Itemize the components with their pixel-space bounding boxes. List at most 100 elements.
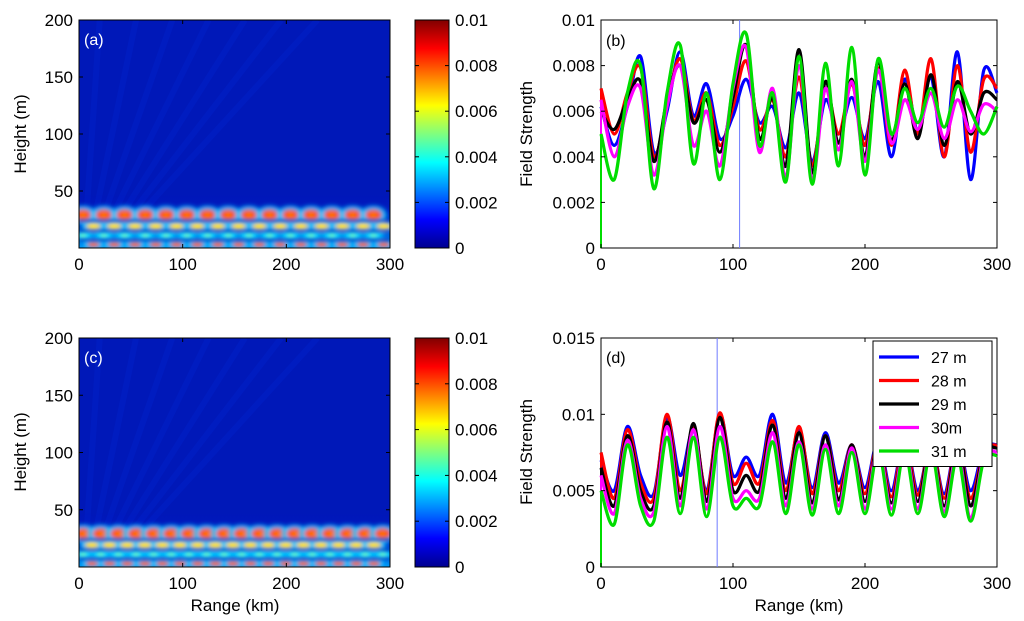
colorbar-tick-label: 0.006 xyxy=(455,102,498,121)
hotspot-core xyxy=(106,562,113,565)
hotspot-core xyxy=(290,531,299,537)
hotspot-core xyxy=(100,233,107,237)
heatmap-field xyxy=(79,338,390,567)
x-tick-label: 200 xyxy=(851,255,879,274)
axes: 0 100 200 300 50 100 150 200 xyxy=(45,329,405,593)
hotspot-core xyxy=(162,212,171,218)
hotspot-core xyxy=(238,552,245,556)
x-axis-label: Range (km) xyxy=(191,596,280,615)
null-band xyxy=(79,538,390,541)
hotspot-core xyxy=(121,233,128,237)
panel-d: 0 100 200 300 0 0.005 0.01 0.015 (d) Field Stre… xyxy=(517,329,1011,615)
hotspot-core xyxy=(212,562,219,565)
hotspot-core xyxy=(256,552,263,556)
hotspot-core xyxy=(308,531,317,537)
hotspot-core xyxy=(142,233,149,237)
hotspot-core xyxy=(237,531,246,537)
hotspot-core xyxy=(163,233,170,237)
hotspot-core xyxy=(194,562,201,565)
hotspot-core xyxy=(370,233,377,237)
line-series-group xyxy=(599,20,999,248)
colorbar-tick-label: 0.002 xyxy=(455,512,498,531)
y-tick-label: 50 xyxy=(54,501,73,520)
hotspot-core xyxy=(182,212,191,218)
colorbar-tick-label: 0.01 xyxy=(455,329,488,348)
hotspot-core xyxy=(286,212,295,218)
hotspot-core xyxy=(353,562,360,565)
y-axis-label: Field Strength xyxy=(517,399,536,505)
y-tick-label: 0.002 xyxy=(552,193,595,212)
x-tick-label: 100 xyxy=(168,255,196,274)
hotspot-core xyxy=(193,224,201,229)
hotspot-core xyxy=(149,531,158,537)
hotspot-core xyxy=(359,224,367,229)
hotspot-group xyxy=(79,205,390,248)
hotspot-core xyxy=(224,212,233,218)
panel-label: (b) xyxy=(606,33,626,50)
x-tick-label: 100 xyxy=(719,574,747,593)
hotspot-core xyxy=(287,233,294,237)
y-axis-label: Height (m) xyxy=(11,412,30,491)
hotspot-core xyxy=(88,562,95,565)
colorbar-tick-label: 0.01 xyxy=(455,11,488,30)
colorbar-tick-label: 0.006 xyxy=(455,421,498,440)
hotspot-core xyxy=(282,543,290,547)
hotspot-core xyxy=(204,233,211,237)
hotspot-core xyxy=(79,212,88,218)
hotspot-core xyxy=(380,243,387,246)
panel-label: (c) xyxy=(84,350,103,367)
legend: 27 m 28 m 29 m 30m 31 m xyxy=(872,340,993,467)
hotspot-core xyxy=(291,552,298,556)
hotspot-core xyxy=(96,531,105,537)
hotspot-core xyxy=(318,243,325,246)
legend-label: 31 m xyxy=(931,444,967,461)
hotspot-core xyxy=(133,552,140,556)
hotspot-core xyxy=(273,531,282,537)
hotspot-core xyxy=(176,543,184,547)
x-tick-label: 100 xyxy=(719,255,747,274)
hotspot-core xyxy=(115,552,122,556)
hotspot-core xyxy=(123,543,131,547)
colorbar-tick-label: 0.004 xyxy=(455,148,498,167)
hotspot-core xyxy=(328,233,335,237)
y-tick-label: 0.004 xyxy=(552,148,595,167)
hotspot-core xyxy=(379,552,386,556)
hotspot-core xyxy=(99,212,108,218)
hotspot-core xyxy=(114,531,123,537)
y-tick-label: 50 xyxy=(54,182,73,201)
null-band xyxy=(79,219,390,222)
hotspot-core xyxy=(378,531,387,537)
hotspot-core xyxy=(326,552,333,556)
hotspot-core xyxy=(335,562,342,565)
y-tick-label: 0.008 xyxy=(552,57,595,76)
hotspot-core xyxy=(214,224,222,229)
hotspot-core xyxy=(214,243,221,246)
colorbar-ticks: 0 0.002 0.004 0.006 0.008 0.01 xyxy=(415,11,498,258)
hotspot-core xyxy=(277,243,284,246)
hotspot-core xyxy=(349,233,356,237)
hotspot-core xyxy=(110,224,118,229)
hotspot-core xyxy=(235,224,243,229)
hotspot-core xyxy=(173,243,180,246)
hotspot-core xyxy=(246,233,253,237)
hotspot-core xyxy=(124,562,131,565)
hotspot-core xyxy=(194,243,201,246)
hotspot-core xyxy=(325,531,334,537)
x-tick-label: 200 xyxy=(272,574,300,593)
y-tick-label: 150 xyxy=(45,68,73,87)
y-tick-label: 200 xyxy=(45,11,73,30)
y-axis-label: Height (m) xyxy=(11,94,30,173)
hotspot-core xyxy=(141,562,148,565)
panel-label: (a) xyxy=(84,32,104,49)
hotspot-core xyxy=(97,552,104,556)
null-band xyxy=(79,557,390,561)
hotspot-core xyxy=(247,543,255,547)
hotspot-group xyxy=(79,524,390,567)
null-bands xyxy=(79,219,390,242)
hotspot-core xyxy=(88,543,96,547)
hotspot-core xyxy=(79,531,88,537)
hotspot-core xyxy=(194,543,202,547)
heatmap-field xyxy=(79,20,390,248)
hotspot-core xyxy=(309,552,316,556)
panel-c: (c) 0 100 200 300 50 100 150 200 Height (m) Ran… xyxy=(11,329,498,615)
